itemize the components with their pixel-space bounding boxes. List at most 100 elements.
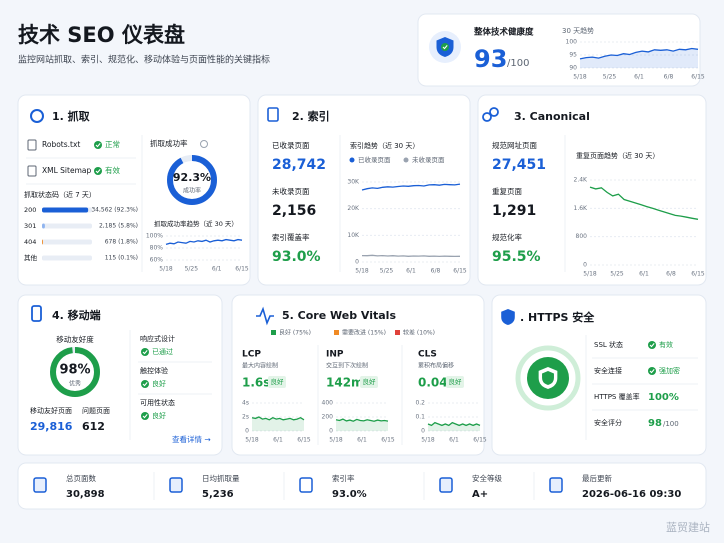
y-tick-label: 90 (569, 65, 577, 72)
label: 最大内容绘制 (242, 362, 278, 370)
y-tick-label: 80% (150, 245, 164, 252)
x-tick-label: 6/15 (473, 437, 487, 444)
kpi-value: 98 (648, 418, 662, 429)
check-icon (95, 143, 101, 148)
y-tick-label: 2.4K (574, 177, 589, 184)
x-tick-label: 6/1 (357, 437, 367, 444)
kpi-value: 612 (82, 420, 105, 433)
kpi-value: 142ms (326, 376, 371, 390)
x-tick-label: 5/25 (185, 266, 199, 273)
y-tick-label: 2s (242, 414, 249, 421)
x-tick-label: 6/1 (449, 437, 459, 444)
x-tick-label: 5/18 (421, 437, 435, 444)
label: 优秀 (69, 380, 81, 388)
label: 最后更新 (582, 473, 612, 483)
y-tick-label: 1.6K (574, 205, 589, 212)
card (491, 294, 707, 456)
check-icon (441, 43, 449, 51)
label: 触控体验 (140, 366, 168, 375)
legend-swatch (349, 157, 355, 163)
area (580, 48, 698, 68)
x-tick-label: 5/18 (245, 437, 259, 444)
label: 日均抓取量 (202, 473, 240, 483)
kpi-value: 5,236 (202, 489, 234, 500)
x-tick-label: 5/18 (573, 74, 587, 81)
label: /100 (507, 58, 529, 69)
y-tick-label: 0.1 (415, 414, 425, 421)
link[interactable]: 查看详情 → (172, 434, 211, 444)
legend-label: 需要改进 (15%) (342, 329, 386, 337)
y-tick-label: 0 (245, 428, 249, 435)
kpi-value: A+ (472, 489, 488, 500)
line (361, 183, 461, 191)
label: 移动友好度 (56, 334, 94, 344)
label: 92.3% (173, 171, 211, 184)
y-tick-label: 200 (322, 414, 334, 421)
area (336, 419, 388, 431)
kpi-value: 2026-06-16 09:30 (582, 489, 681, 500)
chart-title: 30 天趋势 (562, 26, 594, 35)
label: 安全评分 (594, 418, 622, 427)
label: 其他 (24, 253, 38, 262)
area (252, 417, 304, 431)
watermark: 蓝贸建站 (666, 520, 710, 534)
card-title: 1. 抓取 (52, 109, 90, 123)
check-icon (141, 380, 149, 388)
label: 重复页面 (492, 186, 522, 196)
x-tick-label: 6/1 (212, 266, 222, 273)
bug-icon (30, 109, 44, 123)
legend-label: 良好 (75%) (279, 329, 311, 337)
summary-icon (169, 477, 183, 493)
y-tick-label: 95 (569, 52, 577, 59)
label: XML Sitemap (42, 166, 91, 175)
card (17, 462, 707, 510)
y-tick-label: 100% (146, 233, 163, 240)
line (165, 238, 243, 246)
x-tick-label: 6/15 (235, 266, 249, 273)
kpi-value: 30,898 (66, 489, 105, 500)
legend-label: 较差 (10%) (403, 329, 435, 337)
check-icon (95, 169, 101, 174)
card (231, 294, 485, 456)
check-icon (649, 343, 655, 348)
label: 索引率 (332, 473, 355, 483)
kpi-value: 95.5% (492, 249, 541, 265)
health-score: 93 (474, 45, 507, 73)
card-title: 3. Canonical (514, 110, 590, 123)
legend-swatch (271, 330, 276, 335)
x-tick-label: 6/15 (297, 437, 311, 444)
page-subtitle: 监控网站抓取、索引、规范化、移动体验与页面性能的关键指标 (18, 54, 270, 66)
x-tick-label: 6/1 (634, 74, 644, 81)
label: 交互到下次绘制 (326, 362, 368, 370)
line (251, 416, 305, 421)
label: 良好 (152, 379, 166, 388)
shield-icon (501, 309, 515, 325)
label: 有效 (659, 340, 673, 349)
doc-icon (27, 139, 37, 151)
line (335, 418, 389, 422)
x-tick-label: 6/15 (453, 268, 467, 275)
label: 安全连接 (594, 366, 622, 375)
check-icon (141, 412, 149, 420)
label: 可用性状态 (140, 398, 175, 407)
x-tick-label: 5/18 (355, 268, 369, 275)
bar-track (42, 239, 92, 245)
label: 115 (0.1%) (105, 255, 138, 262)
line (427, 421, 481, 427)
summary-icon (549, 477, 563, 493)
label: 34,562 (92.3%) (91, 207, 138, 214)
shield-ring (515, 345, 581, 411)
label: 未收录页面 (272, 186, 310, 196)
y-tick-label: 0.2 (415, 400, 425, 407)
card-title: . HTTPS 安全 (520, 310, 595, 324)
pulse-icon (256, 306, 274, 326)
check-icon (142, 382, 148, 387)
line (361, 254, 461, 258)
label: 301 (24, 222, 36, 230)
legend-swatch (334, 330, 339, 335)
y-tick-label: 4s (242, 400, 249, 407)
bar (42, 207, 89, 213)
label: 404 (24, 238, 36, 246)
x-tick-label: 6/1 (406, 268, 416, 275)
bar (42, 239, 43, 245)
